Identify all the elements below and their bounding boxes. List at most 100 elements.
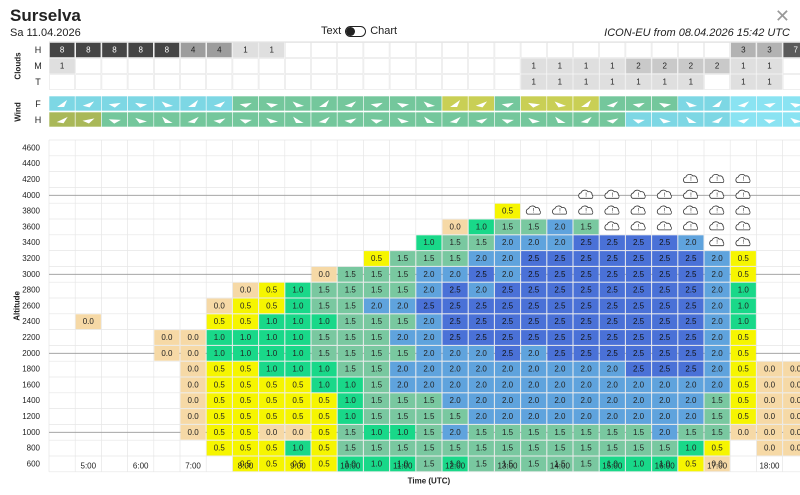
thermal-value: 2.5	[685, 254, 697, 263]
cloud-cell	[49, 42, 76, 58]
thermal-value: 2.0	[502, 396, 514, 405]
cloud-icon	[735, 205, 751, 215]
thermal-value: 0.0	[240, 286, 252, 295]
wind-cell	[127, 111, 155, 128]
wind-arrow-icon	[423, 101, 436, 108]
thermal-value: 0.5	[240, 365, 252, 374]
thermal-value: 2.5	[607, 317, 619, 326]
cloud-icon-mark: !	[664, 224, 666, 230]
cloud-cell	[573, 74, 600, 90]
cloud-value: 1	[610, 62, 615, 71]
thermal-cell	[285, 298, 311, 314]
thermal-cell	[259, 314, 285, 330]
wind-arrow-icon	[344, 101, 357, 108]
thermal-value: 2.0	[423, 349, 435, 358]
cloud-cell	[258, 42, 285, 58]
wind-arrow-icon	[581, 100, 592, 107]
close-icon[interactable]: ✕	[774, 6, 790, 26]
thermal-value: 0.5	[266, 459, 278, 468]
thermal-value: 1.0	[319, 365, 331, 374]
cloud-icon	[604, 205, 620, 215]
thermal-cell	[704, 361, 730, 377]
thermal-cell	[547, 361, 573, 377]
thermal-value: 2.5	[607, 238, 619, 247]
thermal-value: 2.0	[659, 412, 671, 421]
cloud-cell	[363, 58, 390, 74]
thermal-value: 0.5	[738, 412, 750, 421]
thermal-cell	[259, 424, 285, 440]
thermal-value: 1.5	[397, 254, 409, 263]
thermal-cell	[573, 251, 599, 266]
thermal-cell	[521, 330, 547, 345]
thermal-value: 1.0	[371, 428, 383, 437]
thermal-value: 1.5	[423, 444, 435, 453]
thermal-cell	[599, 251, 625, 266]
wind-cell	[153, 111, 181, 128]
thermal-value: 1.5	[319, 286, 331, 295]
altitude-tick-label: 1200	[22, 412, 40, 421]
thermal-value: 0.0	[266, 428, 278, 437]
thermal-cell	[547, 251, 573, 266]
thermal-cell	[547, 314, 573, 330]
thermal-cell	[730, 377, 756, 393]
thermal-cell	[678, 409, 704, 424]
thermal-cell	[311, 393, 337, 409]
thermal-cell	[652, 377, 678, 393]
thermal-cell	[337, 282, 363, 298]
thermal-cell	[521, 377, 547, 393]
thermal-cell	[678, 440, 704, 456]
thermal-cell	[416, 330, 442, 345]
cloud-value: 3	[767, 46, 772, 55]
thermal-value: 0.5	[266, 301, 278, 310]
thermal-value: 0.0	[764, 396, 776, 405]
thermal-value: 2.0	[685, 412, 697, 421]
toggle-switch[interactable]	[345, 25, 367, 37]
thermal-cell	[416, 456, 442, 472]
cloud-cell	[468, 42, 495, 58]
wind-arrow-icon	[213, 101, 226, 108]
thermal-value: 2.0	[450, 270, 462, 279]
thermal-value: 1.0	[345, 380, 357, 389]
thermal-cell	[259, 377, 285, 393]
thermal-value: 2.0	[423, 286, 435, 295]
cloud-icon	[630, 189, 646, 199]
cloud-icon-mark: !	[638, 209, 640, 215]
view-toggle[interactable]: Text Chart	[321, 25, 397, 37]
thermal-value: 2.5	[554, 254, 566, 263]
thermal-value: 2.0	[712, 254, 724, 263]
cloud-icon	[735, 173, 751, 183]
wind-arrow-icon	[56, 116, 68, 124]
thermal-value: 0.0	[790, 444, 800, 453]
thermal-value: 2.5	[607, 254, 619, 263]
thermal-value: 2.5	[581, 238, 593, 247]
cloud-icon	[656, 205, 672, 215]
thermal-cell	[206, 424, 232, 440]
thermal-cell	[416, 298, 442, 314]
cloud-cell	[782, 42, 800, 58]
thermal-value: 2.5	[659, 333, 671, 342]
wind-cell	[467, 111, 495, 128]
thermal-value: 1.0	[633, 459, 645, 468]
cloud-cell	[494, 42, 521, 58]
altitude-tick-label: 1400	[22, 396, 40, 405]
thermal-value: 0.5	[319, 428, 331, 437]
thermal-cell	[390, 314, 416, 330]
cloud-cell	[311, 58, 338, 74]
thermal-value: 1.5	[712, 412, 724, 421]
thermal-cell	[704, 266, 730, 282]
thermal-value: 1.0	[371, 459, 383, 468]
thermal-value: 2.5	[607, 286, 619, 295]
thermal-cell	[390, 424, 416, 440]
thermal-value: 1.0	[292, 444, 304, 453]
model-info: ICON-EU from 08.04.2026 15:42 UTC	[604, 27, 790, 39]
thermal-value: 1.5	[450, 254, 462, 263]
thermal-cell	[442, 330, 468, 345]
thermal-cell	[232, 282, 259, 298]
thermal-cell	[259, 456, 285, 472]
cloud-cell	[337, 74, 364, 90]
clouds-row-label: H	[35, 45, 42, 55]
wind-arrow-icon	[266, 117, 278, 124]
thermal-cell	[363, 330, 390, 345]
wind-arrow-icon	[555, 116, 566, 124]
thermal-cell	[468, 361, 494, 377]
